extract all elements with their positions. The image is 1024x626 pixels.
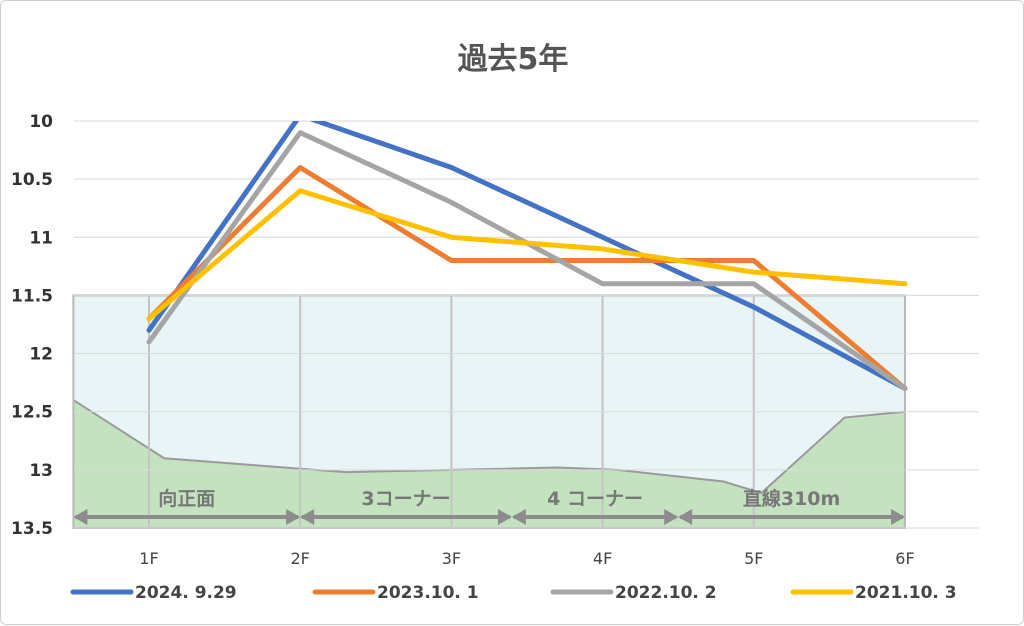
section-arrow-head-right bbox=[891, 509, 905, 525]
series-line-2 bbox=[146, 165, 908, 391]
section-arrow-head-right bbox=[664, 509, 679, 525]
section-arrow-head-left bbox=[511, 509, 526, 525]
series-layer bbox=[146, 121, 908, 391]
section-label: 向正面 bbox=[158, 487, 215, 510]
section-label: 3コーナー bbox=[361, 488, 450, 510]
y-tick-label: 11.5 bbox=[11, 286, 53, 306]
y-tick-label: 10.5 bbox=[11, 170, 53, 190]
x-tick-label: 5F bbox=[744, 549, 763, 568]
legend-label: 2024. 9.29 bbox=[135, 583, 237, 603]
y-tick-label: 12 bbox=[29, 345, 53, 365]
y-tick-label: 10 bbox=[29, 112, 53, 132]
section-arrow-head-right bbox=[286, 509, 301, 525]
y-axis-ticks: 10 10.5 11 11.5 12 12.5 13 13.5 bbox=[11, 112, 53, 539]
y-tick-label: 13 bbox=[29, 461, 53, 481]
legend-label: 2021.10. 3 bbox=[855, 583, 957, 603]
y-tick-label: 12.5 bbox=[11, 403, 53, 423]
series-line-1 bbox=[146, 121, 908, 391]
x-tick-label: 6F bbox=[895, 549, 914, 568]
legend: 2024. 9.29 2023.10. 1 2022.10. 2 2021.10. 3 bbox=[70, 583, 957, 603]
x-tick-label: 4F bbox=[593, 549, 612, 568]
section-arrow-head-left bbox=[300, 509, 315, 525]
legend-label: 2023.10. 1 bbox=[377, 583, 479, 603]
section-arrow-head-left bbox=[73, 509, 88, 525]
section-arrow-head-left bbox=[678, 509, 693, 525]
series-line-4 bbox=[146, 188, 908, 322]
section-label: 直線310m bbox=[743, 487, 840, 510]
y-tick-label: 11 bbox=[29, 228, 53, 248]
section-layer: 向正面 3コーナー 4 コーナー 直線310m bbox=[73, 487, 905, 525]
section-label: 4 コーナー bbox=[547, 488, 643, 510]
section-arrow-head-right bbox=[497, 509, 512, 525]
x-tick-label: 1F bbox=[139, 549, 158, 568]
y-tick-label: 13.5 bbox=[11, 519, 53, 539]
x-tick-label: 2F bbox=[291, 549, 310, 568]
x-axis-ticks: 1F 2F 3F 4F 5F 6F bbox=[139, 549, 914, 568]
terrain-profile bbox=[72, 399, 906, 495]
terrain-ground bbox=[73, 400, 905, 528]
chart-title: 過去5年 bbox=[458, 42, 569, 77]
legend-label: 2022.10. 2 bbox=[615, 583, 717, 603]
x-tick-label: 3F bbox=[442, 549, 461, 568]
